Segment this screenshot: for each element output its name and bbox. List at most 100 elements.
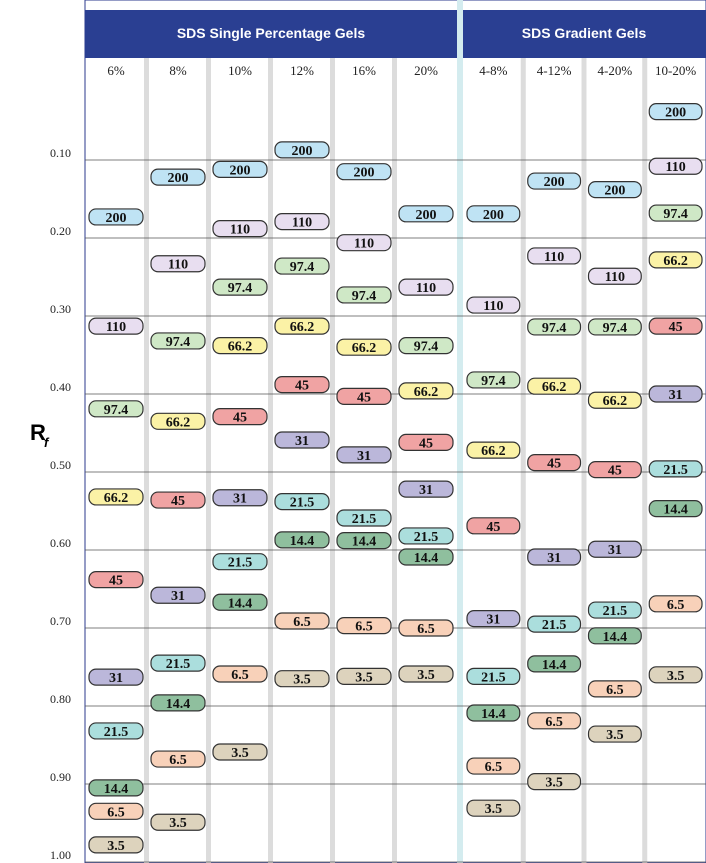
band [274, 141, 330, 159]
y-axis-label: R [30, 420, 46, 445]
band [212, 160, 268, 178]
band [150, 694, 206, 712]
band-label: 97.4 [166, 335, 191, 350]
band [648, 251, 703, 269]
band-label: 66.2 [166, 415, 191, 430]
y-tick-label: 0.60 [50, 536, 71, 550]
column-stripe [392, 58, 397, 863]
band [336, 617, 392, 635]
band-label: 110 [292, 216, 312, 231]
band [466, 441, 521, 459]
column-stripe [520, 58, 526, 863]
band [88, 488, 144, 506]
band-label: 97.4 [603, 321, 628, 336]
band [398, 480, 454, 498]
band [587, 680, 642, 698]
band-label: 31 [171, 589, 185, 604]
band [587, 181, 642, 199]
band-label: 200 [292, 144, 313, 159]
band [466, 704, 521, 722]
band [150, 491, 206, 509]
band-label: 200 [230, 163, 251, 178]
band-label: 66.2 [481, 444, 506, 459]
band-label: 45 [233, 411, 247, 426]
column-stripe [330, 58, 335, 863]
band [587, 461, 642, 479]
band [398, 278, 454, 296]
band-label: 200 [604, 184, 625, 199]
band [88, 571, 144, 589]
band [336, 163, 392, 181]
band [398, 665, 454, 683]
band [648, 500, 703, 518]
column-stripe [206, 58, 211, 863]
band-label: 45 [669, 320, 683, 335]
band [88, 779, 144, 797]
band [274, 531, 330, 549]
band-label: 3.5 [231, 746, 249, 761]
band-label: 21.5 [290, 496, 315, 511]
band [336, 446, 392, 464]
band [88, 802, 144, 820]
band [212, 743, 268, 761]
band-label: 200 [665, 106, 686, 121]
band-label: 97.4 [352, 289, 377, 304]
band [88, 317, 144, 335]
band-label: 14.4 [481, 707, 506, 722]
band [587, 391, 642, 409]
band-label: 21.5 [352, 512, 377, 527]
band-label: 45 [295, 379, 309, 394]
band-label: 66.2 [290, 320, 315, 335]
band-label: 14.4 [352, 535, 377, 550]
band [336, 286, 392, 304]
band-label: 14.4 [603, 630, 628, 645]
band [648, 157, 703, 175]
column-label: 10% [228, 63, 252, 78]
band [587, 627, 642, 645]
band-label: 66.2 [104, 491, 129, 506]
y-tick-label: 0.20 [50, 224, 71, 238]
band [527, 712, 582, 730]
band-label: 110 [106, 320, 126, 335]
band [527, 454, 582, 472]
band [212, 665, 268, 683]
band-label: 97.4 [104, 403, 129, 418]
band [88, 208, 144, 226]
band-label: 6.5 [545, 715, 563, 730]
band-label: 110 [544, 250, 564, 265]
band-label: 6.5 [293, 615, 311, 630]
band [150, 412, 206, 430]
band-label: 45 [608, 464, 622, 479]
band [88, 836, 144, 854]
band-label: 21.5 [104, 725, 129, 740]
band [274, 431, 330, 449]
band-label: 6.5 [355, 620, 373, 635]
band [274, 213, 330, 231]
band [212, 553, 268, 571]
band-label: 14.4 [542, 658, 567, 673]
band-label: 200 [416, 208, 437, 223]
band [150, 255, 206, 273]
band-label: 14.4 [166, 697, 191, 712]
band [466, 799, 521, 817]
band [398, 382, 454, 400]
y-tick-label: 0.70 [50, 614, 71, 628]
band [336, 338, 392, 356]
column-stripe [642, 58, 648, 863]
band [587, 601, 642, 619]
column-label: 4-12% [537, 63, 572, 78]
band [150, 654, 206, 672]
band-label: 31 [233, 492, 247, 507]
band [336, 667, 392, 685]
band [212, 278, 268, 296]
y-tick-label: 1.00 [50, 848, 71, 862]
band-label: 200 [106, 211, 127, 226]
band-label: 6.5 [169, 753, 187, 768]
band-label: 110 [605, 270, 625, 285]
band [527, 247, 582, 265]
band-label: 45 [419, 436, 433, 451]
band-label: 97.4 [414, 340, 439, 355]
band-label: 45 [109, 574, 123, 589]
band-label: 200 [544, 175, 565, 190]
